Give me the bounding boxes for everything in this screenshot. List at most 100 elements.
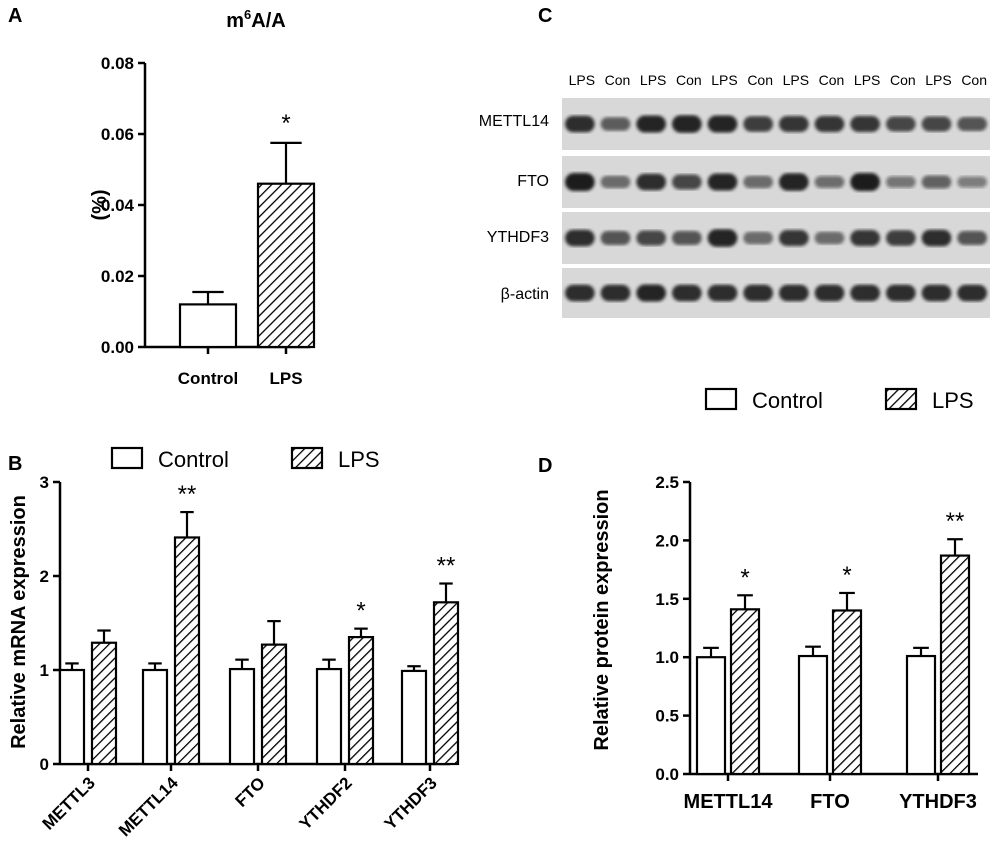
chart-b-significance: * [356, 598, 365, 625]
blot-band [850, 230, 880, 246]
panel-letter-a: A [8, 5, 22, 27]
chart-b-y-tick-label: 0 [40, 755, 49, 774]
chart-b-bar [347, 635, 375, 766]
blot-lane-label: Con [819, 72, 845, 88]
panel-letter-c: C [538, 5, 552, 27]
blot-band [636, 230, 666, 246]
blot-lane-label: LPS [640, 72, 666, 88]
blot-band [565, 229, 595, 247]
chart-d-y-label: Relative protein expression [591, 489, 613, 750]
blot-band [743, 231, 773, 245]
chart-b-legend-swatch [110, 446, 144, 470]
chart-b-bar [260, 643, 288, 766]
panel-letter-b: B [8, 453, 22, 475]
chart-d-category-label: FTO [810, 791, 850, 813]
blot-band [886, 284, 916, 302]
blot-lane-label: Con [605, 72, 631, 88]
chart-b-legend-swatch [290, 446, 324, 470]
chart-a-y-label: (%) [89, 189, 111, 220]
blot-band [707, 229, 738, 247]
blot-lane-label: LPS [925, 72, 951, 88]
blot-lane-label: LPS [854, 72, 880, 88]
blot-band [600, 175, 631, 189]
blot-band [814, 176, 845, 188]
chart-d-legend-swatch [884, 387, 918, 411]
blot-band [707, 115, 738, 133]
chart-d-bar [729, 608, 761, 776]
blot-band [600, 284, 631, 302]
chart-d-y-tick-label: 0.0 [655, 765, 679, 784]
chart-d-bar [695, 656, 727, 776]
blot-band [600, 231, 631, 245]
chart-d-category-label: YTHDF3 [899, 791, 977, 813]
chart-d-y-tick-label: 2.0 [655, 531, 679, 550]
blot-membrane [562, 98, 990, 150]
chart-d-bar [831, 609, 863, 776]
blot-band [921, 284, 952, 302]
blot-band [779, 230, 809, 246]
blot-lane-label: Con [961, 72, 987, 88]
chart-b-bar [228, 667, 256, 766]
blot-band [636, 173, 666, 191]
blot-band [886, 116, 916, 132]
blot-band [957, 284, 987, 302]
blot-band [957, 231, 987, 245]
chart-d-legend-label: Control [752, 388, 823, 413]
chart-d-bar [939, 554, 971, 776]
blot-membrane [562, 268, 990, 318]
blot-band [565, 173, 595, 191]
blot-band [672, 115, 702, 133]
chart-a-title: m6A/A [226, 7, 285, 32]
chart-b-significance: ** [437, 553, 456, 580]
blot-row-label: FTO [517, 173, 549, 190]
blot-lane-label: LPS [783, 72, 809, 88]
chart-a-y-tick-label: 0.04 [101, 196, 135, 215]
blot-band [707, 284, 738, 302]
chart-b-y-label: Relative mRNA expression [8, 495, 30, 749]
panel-letter-d: D [538, 455, 552, 477]
chart-b-significance: ** [178, 481, 197, 508]
blot-band [779, 284, 809, 302]
blot-membrane [562, 212, 990, 264]
blot-band [636, 115, 666, 133]
chart-a-y-tick-label: 0.06 [101, 125, 134, 144]
blot-lane-label: Con [676, 72, 702, 88]
blot-band [814, 231, 845, 245]
chart-a-bar [256, 182, 316, 349]
chart-d-bar [905, 654, 937, 776]
blot-lane-label: LPS [711, 72, 737, 88]
blot-band [565, 115, 595, 133]
chart-a-y-tick-label: 0.02 [101, 267, 134, 286]
chart-a: 0.00 0.02 0.04 0.06 0.08 m6A/A (%) Control * LPS [89, 7, 316, 388]
blot-band [743, 175, 773, 189]
blot-row-label: METTL14 [479, 113, 549, 130]
blot-band [779, 173, 809, 191]
blot-band [957, 117, 987, 131]
chart-d-legend-swatch [704, 387, 738, 411]
chart-b-legend-label: LPS [338, 447, 380, 472]
chart-b-y-tick-label: 3 [40, 473, 49, 492]
blot-band [779, 116, 809, 132]
blot-band [850, 284, 880, 302]
blot-band [672, 174, 702, 190]
blot-band [743, 284, 773, 302]
blot-band [921, 229, 952, 247]
chart-b-category-label: METTL3 [39, 773, 99, 833]
blot-band [600, 117, 631, 131]
chart-d-significance: ** [946, 508, 965, 535]
chart-a-category-label: Control [178, 369, 238, 388]
chart-b-bar [432, 601, 460, 766]
chart-d-significance: * [842, 562, 851, 589]
chart-b-category-label: METTL14 [115, 773, 182, 840]
chart-a-bar [178, 303, 238, 349]
chart-d: 0.0 0.5 1.0 1.5 2.0 2.5 Relative protein expre… [591, 387, 978, 813]
chart-b-bar [315, 667, 343, 766]
chart-b-y-tick-label: 2 [40, 567, 49, 586]
chart-b-category-label: FTO [232, 773, 269, 810]
blot-band [957, 176, 987, 188]
chart-d-y-tick-label: 1.5 [655, 590, 679, 609]
blot-band [814, 284, 845, 302]
western-blot-c: LPS Con LPS Con LPS Con LPS Con LPS Con LPS Con METT… [479, 72, 990, 318]
chart-d-y-tick-label: 2.5 [655, 473, 679, 492]
blot-row-label: β-actin [501, 286, 549, 303]
